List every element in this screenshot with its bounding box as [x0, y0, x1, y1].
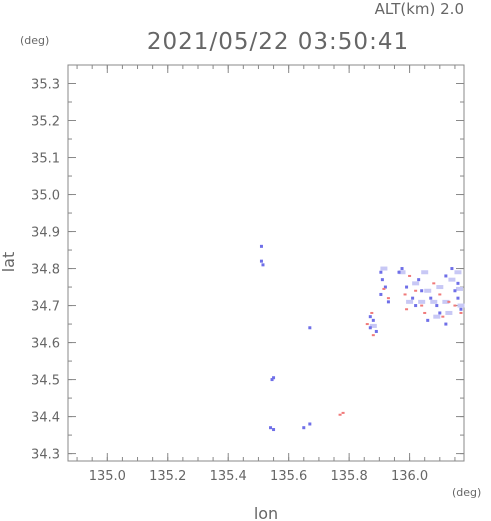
data-point-blue	[368, 326, 372, 330]
data-point-blue	[429, 296, 433, 300]
data-point-red	[441, 315, 445, 318]
data-point-blue	[272, 376, 276, 380]
data-point-blue	[383, 285, 387, 289]
plot-frame	[67, 64, 465, 462]
data-point-blue	[371, 318, 375, 322]
data-point-blue	[259, 259, 263, 263]
y-tick-label: 34.6	[31, 337, 60, 352]
data-point-blue	[400, 267, 404, 271]
x-unit-label: (deg)	[452, 486, 481, 499]
data-point-red	[438, 293, 442, 296]
data-point-blue	[420, 289, 424, 293]
data-point-red	[371, 334, 375, 337]
y-tick-label: 35.0	[31, 189, 60, 204]
data-point-blue	[261, 263, 265, 267]
y-tick-label: 34.4	[31, 411, 60, 426]
data-point-red	[386, 297, 390, 300]
data-point-blue	[374, 329, 378, 333]
data-point-blue	[272, 428, 276, 432]
data-point-light-blue	[412, 281, 420, 286]
data-point-red	[365, 323, 369, 326]
x-tick-label: 135.0	[89, 469, 126, 484]
data-point-red	[341, 411, 345, 414]
data-point-blue	[453, 289, 457, 293]
data-point-blue	[270, 378, 274, 382]
data-point-blue	[269, 426, 273, 430]
data-point-light-blue	[430, 299, 438, 304]
data-point-blue	[426, 318, 430, 322]
data-point-blue	[456, 281, 460, 285]
data-point-blue	[302, 426, 306, 430]
data-point-light-blue	[433, 314, 441, 319]
data-point-blue	[444, 274, 448, 278]
data-point-red	[459, 311, 463, 314]
chart-title: 2021/05/22 03:50:41	[147, 29, 409, 55]
data-point-light-blue	[442, 299, 450, 304]
data-point-blue	[435, 304, 439, 308]
data-point-light-blue	[436, 285, 444, 290]
data-point-light-blue	[406, 299, 414, 304]
data-point-light-blue	[445, 310, 453, 315]
data-point-red	[420, 304, 424, 307]
x-tick-label: 135.6	[270, 469, 307, 484]
data-point-blue	[379, 270, 383, 274]
data-point-light-blue	[457, 303, 465, 308]
data-point-blue	[397, 270, 401, 274]
chart-subtitle: ALT(km) 2.0	[375, 0, 464, 18]
data-point-blue	[380, 278, 384, 282]
data-point-red	[338, 413, 342, 416]
data-point-light-blue	[448, 277, 456, 282]
data-point-blue	[459, 307, 463, 311]
data-point-light-blue	[418, 299, 426, 304]
data-point-blue	[308, 326, 312, 330]
data-point-red	[453, 304, 457, 307]
data-point-light-blue	[455, 286, 463, 291]
y-tick-label: 34.3	[31, 448, 60, 463]
data-point-red	[382, 287, 386, 290]
x-tick-label: 136.0	[391, 469, 428, 484]
x-tick-label: 135.4	[210, 469, 247, 484]
data-point-light-blue	[380, 266, 388, 271]
data-point-blue	[379, 292, 383, 296]
data-point-red	[405, 308, 409, 311]
data-point-light-blue	[421, 270, 429, 275]
data-point-light-blue	[424, 288, 432, 293]
data-point-blue	[405, 285, 409, 289]
x-tick-label: 135.8	[331, 469, 368, 484]
data-point-blue	[368, 315, 372, 319]
data-point-blue	[444, 322, 448, 326]
data-point-blue	[456, 296, 460, 300]
data-point-blue	[414, 304, 418, 308]
y-tick-label: 34.8	[31, 263, 60, 278]
data-point-red	[447, 300, 451, 303]
x-axis-title: lon	[254, 504, 278, 521]
data-point-red	[414, 289, 418, 292]
data-point-red	[370, 311, 374, 314]
data-point-red	[403, 293, 407, 296]
y-tick-label: 34.7	[31, 300, 60, 315]
data-point-red	[423, 311, 427, 314]
data-point-light-blue	[369, 323, 377, 328]
y-unit-label: (deg)	[20, 34, 49, 47]
y-axis-title: lat	[0, 252, 18, 273]
data-point-blue	[438, 311, 442, 315]
data-point-red	[408, 274, 412, 277]
y-tick-label: 35.3	[31, 78, 60, 93]
y-tick-label: 35.1	[31, 152, 60, 167]
data-point-blue	[450, 267, 454, 271]
x-tick-label: 135.2	[149, 469, 186, 484]
data-point-blue	[386, 300, 390, 304]
data-point-blue	[411, 296, 415, 300]
data-point-red	[432, 282, 436, 285]
data-point-light-blue	[454, 270, 462, 275]
y-tick-label: 34.9	[31, 226, 60, 241]
y-tick-label: 34.5	[31, 374, 60, 389]
y-tick-label: 35.2	[31, 115, 60, 130]
data-point-blue	[308, 422, 312, 426]
data-point-blue	[259, 244, 263, 248]
data-point-blue	[417, 278, 421, 282]
data-point-light-blue	[398, 270, 406, 275]
